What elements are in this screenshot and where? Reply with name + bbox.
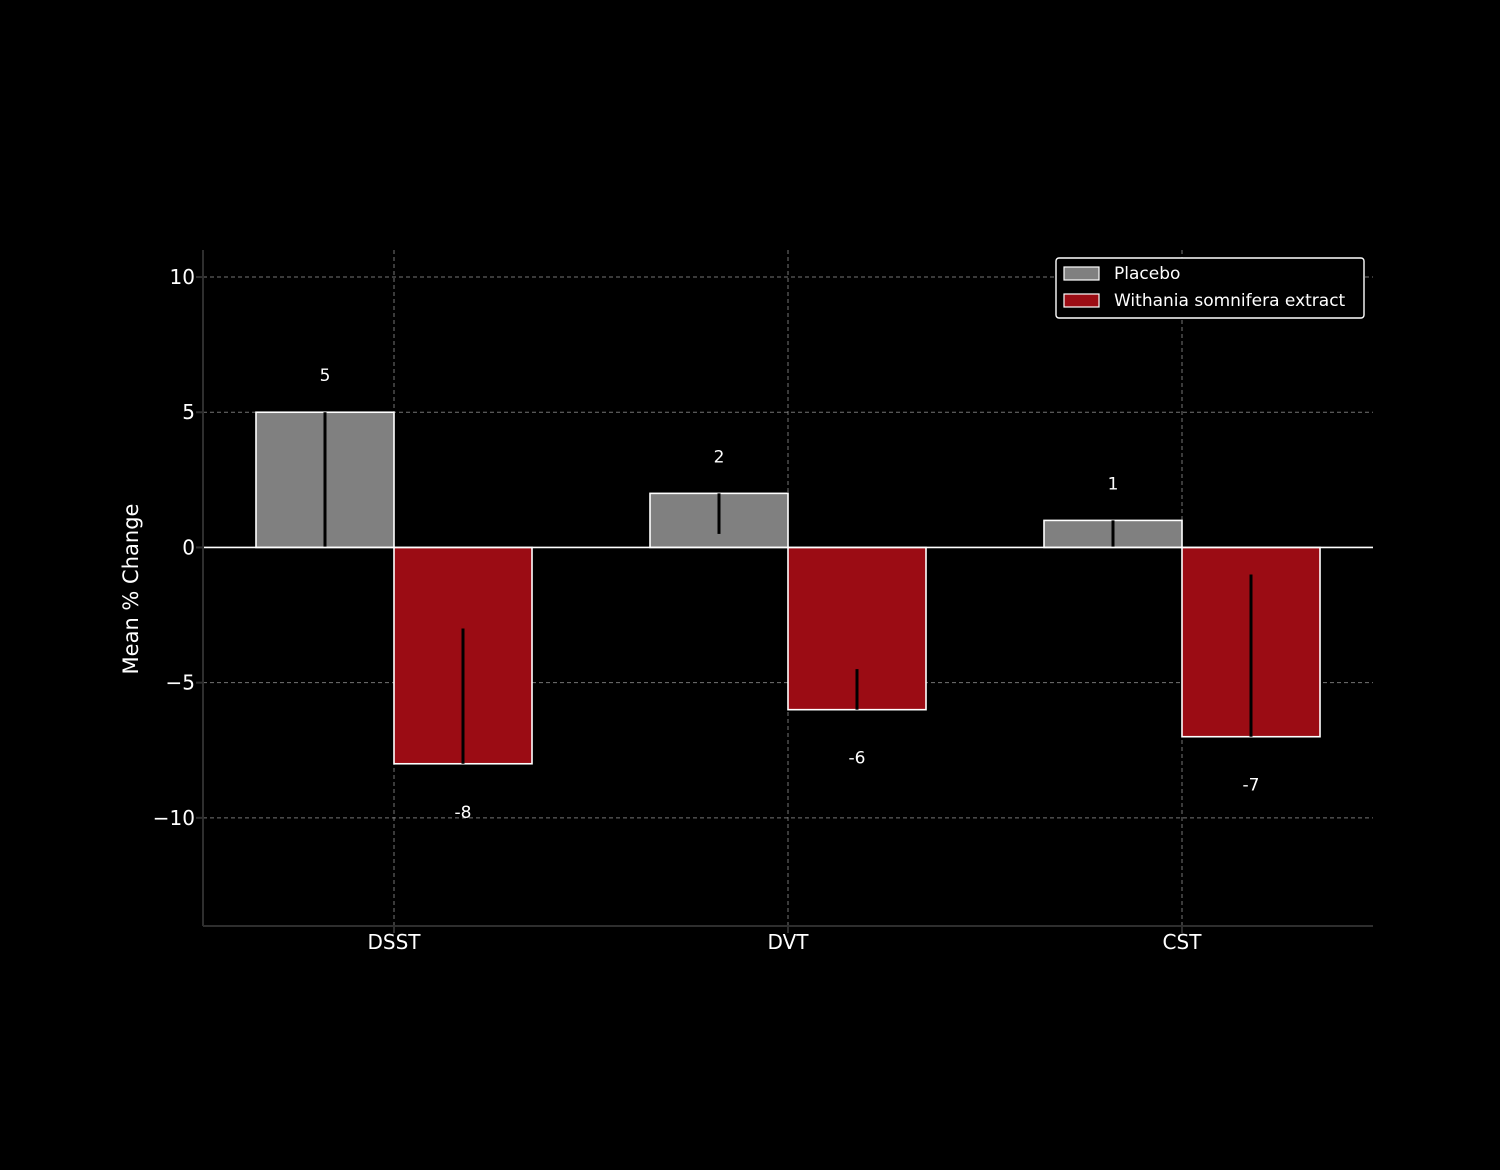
legend-box [1055,257,1365,319]
y-tick-label: 10 [170,265,195,289]
data-label: 1 [1108,474,1119,494]
legend-label: Placebo [1114,264,1180,284]
x-tick-label: DVT [768,930,810,954]
x-tick-label: CST [1163,930,1203,954]
bars [255,411,1321,765]
y-tick-label: 0 [182,535,195,559]
legend-swatch [1063,266,1100,281]
x-tick-label: DSST [367,930,421,954]
legend-swatch [1063,293,1100,308]
labels: 10 5 0 −5 −10 DSST DVT CST 5 2 1 -8 -6 -7 [153,265,1260,954]
data-label: -8 [455,803,472,823]
data-label: 5 [320,366,331,386]
axes [196,250,1373,933]
data-label: -7 [1243,776,1260,796]
bar [787,546,927,711]
y-axis-label: Mean % Change [119,504,143,675]
y-tick-label: −10 [153,806,195,830]
legend: Placebo Withania somnifera extract [1055,257,1365,319]
y-tick-label: −5 [166,671,195,695]
y-tick-label: 5 [182,400,195,424]
data-label: -6 [849,749,866,769]
data-label: 2 [714,447,725,467]
legend-label: Withania somnifera extract [1114,291,1346,311]
